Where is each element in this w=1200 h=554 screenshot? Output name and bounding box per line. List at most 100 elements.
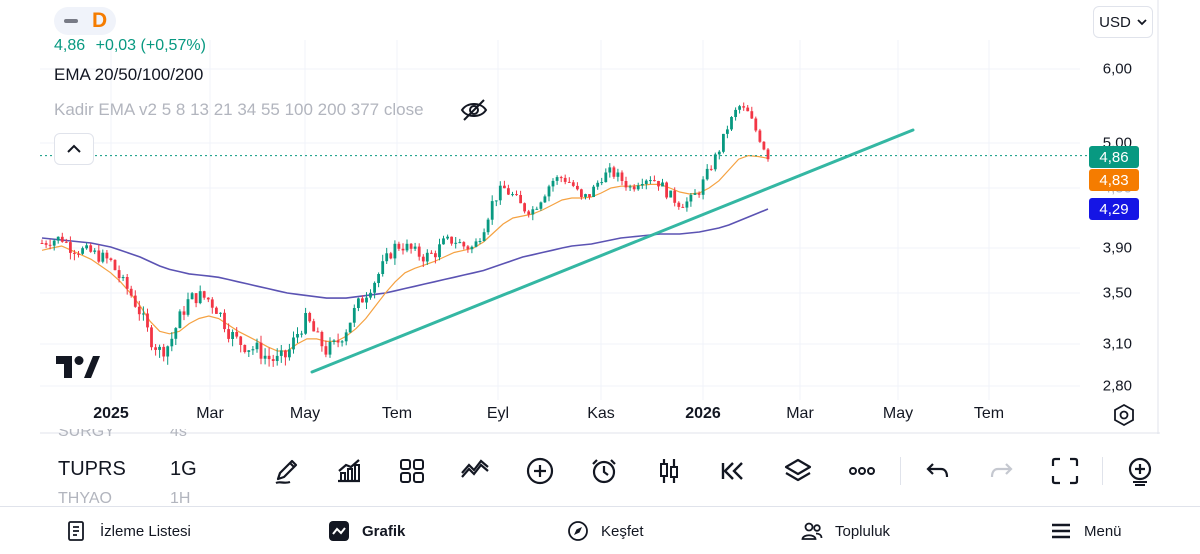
candle-body [227,329,230,339]
current-interval[interactable]: 1G [170,458,197,480]
candle-body [466,246,470,250]
chart-type-button[interactable] [329,449,369,493]
candle-body [486,219,490,233]
candle-body [121,277,125,279]
candle-body [539,202,543,209]
candle-body [726,129,729,134]
candle-body [357,298,360,308]
candle-body [198,291,202,304]
candle-body [413,246,417,249]
candle-body [434,253,437,258]
candle-body [442,238,445,245]
candle-body [632,186,636,190]
nav-watchlist[interactable]: İzleme Listesi [66,507,191,554]
grid-icon [400,459,424,483]
prev-symbol: SURGY [58,429,115,440]
time-tick: May [289,405,321,422]
nav-menu[interactable]: Menü [1050,507,1122,554]
chevron-down-icon [1137,18,1147,25]
candle-body [738,106,741,110]
candle-body [259,342,263,359]
nav-explore[interactable]: Keşfet [567,507,644,554]
nav-chart[interactable]: Grafik [328,507,405,554]
candle-body [681,206,685,208]
candle-body [482,232,486,241]
nav-community[interactable]: Topluluk [801,507,890,554]
drawing-tools-button[interactable] [266,449,306,493]
candle-body [689,194,693,202]
candle-body [142,313,145,315]
candle-body [324,346,328,355]
layers-button[interactable] [778,449,818,493]
candles-button[interactable] [649,449,689,493]
replay-icon [721,462,743,480]
candle-body [421,256,425,262]
candle-body [649,180,652,182]
collapse-legend-button[interactable] [54,133,94,165]
candle-body [474,241,478,247]
indicator-kadir-ema[interactable]: Kadir EMA v2 5 8 13 21 34 55 100 200 377… [54,100,424,119]
candle-body [519,195,522,204]
current-price: 4,86 [54,37,86,54]
prev-interval: 4s [170,429,187,440]
currency-select[interactable]: USD [1093,6,1153,38]
nav-watchlist-label: İzleme Listesi [100,522,191,540]
alert-button[interactable] [584,449,624,493]
nav-community-label: Topluluk [835,522,891,540]
candle-body [210,299,214,308]
price-label: 4,29 [1089,198,1139,220]
candle-body [60,236,64,242]
replay-button[interactable] [713,449,753,493]
indicators-button[interactable] [455,449,495,493]
candle-body [584,194,587,197]
candle-body [458,242,462,244]
candles-icon [660,459,678,483]
candle-body [279,350,283,356]
next-symbol: THYAO [58,490,112,506]
current-symbol[interactable]: TUPRS [58,458,126,480]
more-button[interactable] [842,449,882,493]
indicator-ema[interactable]: EMA 20/50/100/200 [54,65,204,84]
candle-body [182,311,186,315]
candle-body [284,350,287,358]
candle-body [344,332,348,342]
compass-icon [568,521,588,541]
candle-body [430,252,433,254]
candle-body [52,240,56,246]
fullscreen-button[interactable] [1045,449,1085,493]
candle-body [44,243,48,245]
candle-body [450,236,453,244]
toolbar-divider [1102,457,1103,485]
watchlist-prev-row[interactable]: SURGY 4s [0,429,260,449]
candle-body [527,211,531,215]
add-button[interactable] [520,449,560,493]
candle-body [722,133,725,152]
watchlist-next-row[interactable]: THYAO 1H [0,488,260,506]
candle-body [48,244,52,246]
candle-body [620,172,624,181]
candle-body [563,177,567,182]
minus-icon [64,19,78,23]
candle-body [665,182,668,198]
candle-body [190,293,194,300]
eye-off-icon[interactable] [460,98,488,122]
candle-body [758,130,762,142]
candle-body [425,252,429,262]
candle-body [292,337,295,350]
chart-settings-icon[interactable] [1112,403,1136,427]
layout-button[interactable] [392,449,432,493]
time-tick: Kas [587,405,615,422]
add-layout-button[interactable] [1120,449,1160,493]
candle-body [300,333,303,335]
list-icon [68,521,84,541]
candle-body [137,306,141,315]
bottom-navigation: İzleme Listesi Grafik Keşfet Topluluk Me… [0,506,1200,554]
chart-area[interactable]: D 4,86 +0,03 (+0,57%) EMA 20/50/100/200 … [0,0,1200,434]
undo-button[interactable] [918,449,958,493]
candle-body [308,313,312,322]
redo-button[interactable] [981,449,1021,493]
candle-body [600,182,604,184]
price-chart[interactable] [0,0,1200,434]
candle-body [742,106,746,108]
candle-body [267,355,271,360]
